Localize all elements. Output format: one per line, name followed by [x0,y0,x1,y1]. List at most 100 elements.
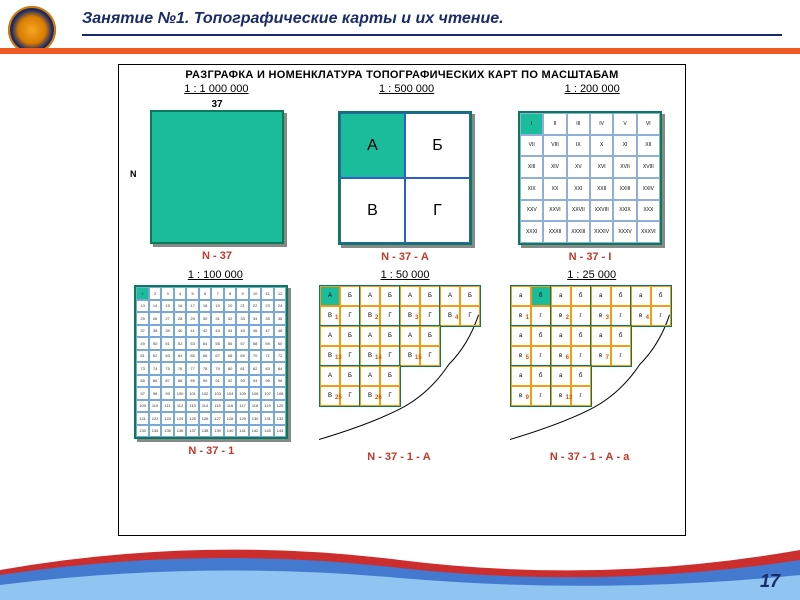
d4-cell: 95 [261,375,274,388]
d3-cell: XXV [520,200,543,222]
d4-cell: 127 [211,412,224,425]
d3-cell: XIX [520,178,543,200]
d4-cell: 67 [211,350,224,363]
d4-cell: 135 [161,425,174,438]
quad-number: 2 [375,315,378,321]
d4-cell: 40 [174,325,187,338]
quad-cell: г [571,346,591,366]
quad-cell: б [571,286,591,306]
d4-cell: 79 [211,362,224,375]
d4-cell: 48 [274,325,287,338]
d3-cell: X [590,135,613,157]
d4-cell: 31 [211,312,224,325]
quad-number: 2 [566,315,569,321]
d4-cell: 102 [199,387,212,400]
d4-cell: 89 [186,375,199,388]
d4-cell: 64 [174,350,187,363]
scale-500k: 1 : 500 000 [379,83,434,95]
d4-cell: 101 [186,387,199,400]
quad-group: абвг [510,325,552,367]
quad-cell: г [531,346,551,366]
d4-cell: 3 [161,287,174,300]
quad-cell: б [531,326,551,346]
quad-cell: А [320,326,340,346]
d3-nomen: N - 37 - I [518,251,662,263]
d4-cell: 85 [136,375,149,388]
scale-25k: 1 : 25 000 [567,269,616,281]
d4-cell: 12 [274,287,287,300]
diagram-frame: РАЗГРАФКА И НОМЕНКЛАТУРА ТОПОГРАФИЧЕСКИХ… [118,64,686,536]
page-number: 17 [760,571,780,592]
d4-cell: 37 [136,325,149,338]
d3-cell: XXVII [567,200,590,222]
quad-cell: а [551,286,571,306]
d4-cell: 143 [261,425,274,438]
d4-cell: 5 [186,287,199,300]
d4-cell: 51 [161,337,174,350]
d4-cell: 15 [161,300,174,313]
d4-cell: 132 [274,412,287,425]
d4-cell: 16 [174,300,187,313]
quad-cell: Б [340,366,360,386]
quad-number: 3 [415,315,418,321]
d4-cell: 76 [174,362,187,375]
d4-cell: 110 [149,400,162,413]
d3-cell: XXII [590,178,613,200]
d4-cell: 29 [186,312,199,325]
d3-cell: XII [637,135,660,157]
quad-cell: г [531,386,551,406]
d4-cell: 121 [136,412,149,425]
d3-cell: VI [637,113,660,135]
d4-cell: 68 [224,350,237,363]
quad-cell: Б [420,326,440,346]
quad-cell: Б [380,286,400,306]
d4-cell: 21 [236,300,249,313]
d4-cell: 45 [236,325,249,338]
d4-cell: 22 [249,300,262,313]
d4-cell: 94 [249,375,262,388]
d4-cell: 88 [174,375,187,388]
d4-cell: 123 [161,412,174,425]
d4-cell: 129 [236,412,249,425]
scale-100k: 1 : 100 000 [188,269,243,281]
d4-cell: 20 [224,300,237,313]
quad-group: АБВГ [399,285,441,327]
d4-cell: 75 [161,362,174,375]
quad-number: 15 [415,355,422,361]
d4-cell: 99 [161,387,174,400]
d4-cell: 128 [224,412,237,425]
quad-cell: б [571,326,591,346]
d4-cell: 4 [174,287,187,300]
d4-cell: 27 [161,312,174,325]
d4-cell: 97 [136,387,149,400]
d4-cell: 141 [236,425,249,438]
d4-cell: 114 [199,400,212,413]
d4-cell: 28 [174,312,187,325]
d4-cell: 117 [236,400,249,413]
quad-number: 4 [455,315,458,321]
d3-cell: II [543,113,566,135]
d3-cell: XXXII [543,221,566,243]
d3-cell: XI [613,135,636,157]
d1-square [150,110,284,244]
d4-cell: 52 [174,337,187,350]
scale-200k: 1 : 200 000 [565,83,620,95]
d4-cell: 138 [199,425,212,438]
d4-cell: 120 [274,400,287,413]
d4-cell: 42 [199,325,212,338]
d4-cell: 6 [199,287,212,300]
d4-cell: 14 [149,300,162,313]
d3-cell: XXVIII [590,200,613,222]
quad-cell: г [651,306,671,326]
d4-cell: 119 [261,400,274,413]
d3-cell: VII [520,135,543,157]
d4-cell: 56 [224,337,237,350]
quad-cell: Г [420,346,440,366]
d3-cell: XXIV [637,178,660,200]
quad-cell: а [511,366,531,386]
scales-row-top: 1 : 1 000 000 1 : 500 000 1 : 200 000 [119,83,685,95]
d4-cell: 136 [174,425,187,438]
d4-cell: 116 [224,400,237,413]
quad-cell: г [571,306,591,326]
d4-cell: 55 [211,337,224,350]
